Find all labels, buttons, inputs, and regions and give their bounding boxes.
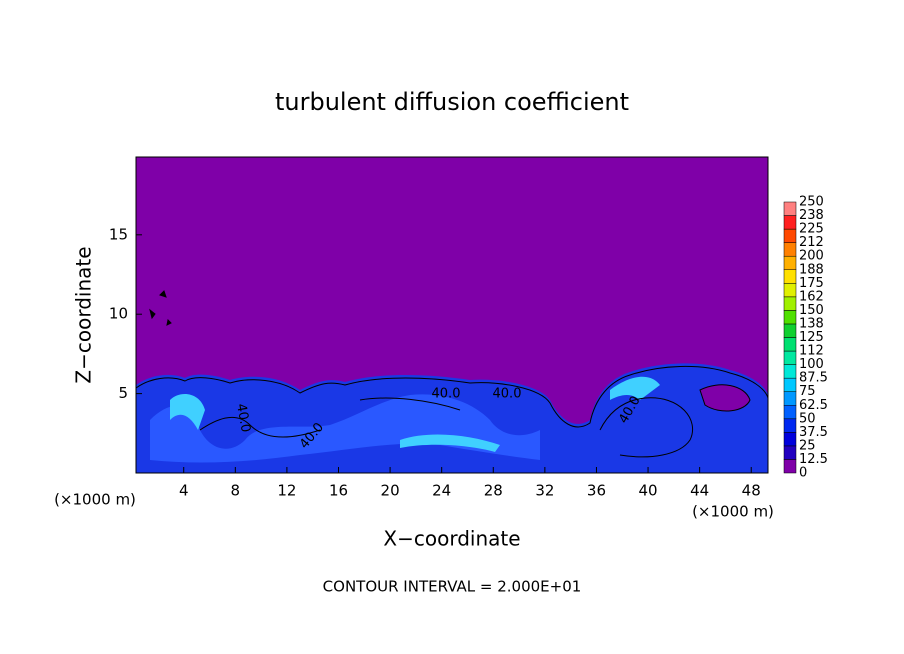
contour-label: 40.0 <box>432 387 461 402</box>
colorbar-label: 100 <box>799 357 824 372</box>
colorbar-label: 75 <box>799 384 816 399</box>
x-tick-label: 48 <box>742 482 761 500</box>
x-tick-label: 20 <box>381 482 400 500</box>
x-axis-label: X−coordinate <box>383 527 520 551</box>
field-region <box>150 394 540 463</box>
colorbar-label: 112 <box>799 344 824 359</box>
colorbar-box <box>783 310 797 325</box>
colorbar-box <box>783 242 797 257</box>
contour-line <box>699 384 751 412</box>
contour-label: 40.0 <box>233 402 253 433</box>
colorbar-label: 162 <box>799 289 824 304</box>
colorbar-label: 238 <box>799 208 824 223</box>
y-axis-label: Z−coordinate <box>72 246 96 383</box>
colorbar-label: 125 <box>799 330 824 345</box>
x-tick-label: 16 <box>329 482 348 500</box>
colorbar-box <box>783 364 797 379</box>
colorbar-box <box>783 405 797 420</box>
colorbar-label: 37.5 <box>799 425 828 440</box>
colorbar-box <box>783 350 797 365</box>
colorbar-box <box>783 323 797 338</box>
colorbar-box <box>783 459 797 474</box>
colorbar-label: 25 <box>799 438 816 453</box>
x-tick-label: 12 <box>277 482 296 500</box>
footer-note: CONTOUR INTERVAL = 2.000E+01 <box>323 578 582 596</box>
x-tick-label: 24 <box>432 482 451 500</box>
field-region <box>170 376 660 452</box>
colorbar-label: 50 <box>799 411 816 426</box>
x-tick-label: 36 <box>587 482 606 500</box>
colorbar-box <box>783 337 797 352</box>
colorbar-label: 175 <box>799 276 824 291</box>
field <box>135 290 769 473</box>
field-region <box>700 384 750 412</box>
x-unit-label: (×1000 m) <box>692 503 774 521</box>
x-tick-label: 28 <box>484 482 503 500</box>
colorbar-box <box>783 215 797 230</box>
colorbar-label: 250 <box>799 195 824 210</box>
y-tick-label: 15 <box>109 225 128 243</box>
x-unit-label: (×1000 m) <box>54 491 136 509</box>
colorbar-label: 150 <box>799 303 824 318</box>
colorbar-box <box>783 418 797 433</box>
chart-title: turbulent diffusion coefficient <box>275 88 629 116</box>
colorbar-box <box>783 228 797 243</box>
colorbar-box <box>783 255 797 271</box>
colorbar-box <box>783 201 797 216</box>
contour-line <box>149 290 172 326</box>
colorbar-box <box>783 391 797 406</box>
colorbar-label: 212 <box>799 235 824 250</box>
colorbar-label: 12.5 <box>799 452 828 467</box>
contour-label: 40.0 <box>493 387 522 402</box>
colorbar-box <box>783 283 797 298</box>
contour-line <box>135 365 769 428</box>
colorbar-box <box>783 269 797 284</box>
colorbar-label: 87.5 <box>799 371 828 386</box>
colorbar-box <box>783 296 797 311</box>
colorbar-label: 62.5 <box>799 398 828 413</box>
plot-frame <box>135 156 769 474</box>
x-tick-label: 40 <box>639 482 658 500</box>
colorbar-box <box>783 445 797 460</box>
x-tick-label: 32 <box>535 482 554 500</box>
x-tick-label: 4 <box>179 482 189 500</box>
contour-line <box>199 397 694 458</box>
colorbar-box <box>783 432 797 447</box>
y-tick-label: 5 <box>118 384 128 402</box>
x-tick-label: 44 <box>690 482 709 500</box>
colorbar-label: 138 <box>799 316 824 331</box>
colorbar-label: 0 <box>799 466 807 481</box>
colorbar-label: 200 <box>799 249 824 264</box>
y-tick-label: 10 <box>109 305 128 323</box>
x-tick-label: 8 <box>231 482 241 500</box>
colorbar-label: 225 <box>799 222 824 237</box>
colorbar-box <box>783 377 797 392</box>
colorbar-label: 188 <box>799 262 824 277</box>
